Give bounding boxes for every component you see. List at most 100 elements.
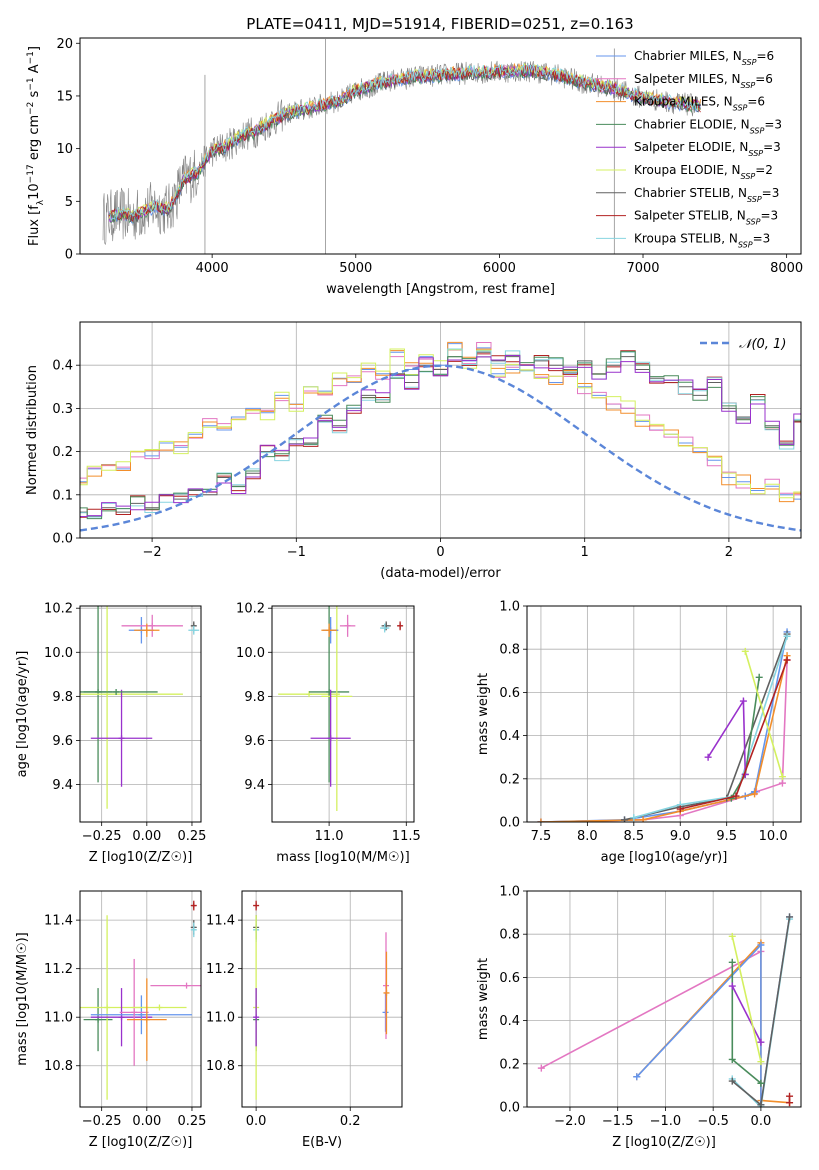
y-tick-label: 11.2 bbox=[206, 962, 235, 977]
y-tick-label: 0.4 bbox=[499, 729, 520, 744]
legend-label-end: =6 bbox=[756, 49, 774, 63]
weight-marker bbox=[537, 818, 545, 822]
legend-label-sub: SSP bbox=[750, 126, 765, 135]
axes-frame bbox=[79, 321, 802, 539]
weight-marker bbox=[728, 1055, 736, 1063]
x-tick-label: 0.2 bbox=[340, 1114, 361, 1129]
y-tick-label: 11.4 bbox=[44, 914, 73, 929]
x-tick-label: 1 bbox=[581, 545, 589, 560]
legend-label: Chabrier MILES, NSSP=6 bbox=[634, 49, 774, 67]
x-tick-label: 4000 bbox=[196, 261, 229, 276]
y-tick-label: 10.8 bbox=[206, 1059, 235, 1074]
legend-label: Kroupa STELIB, NSSP=3 bbox=[634, 231, 770, 249]
weight-marker bbox=[630, 814, 638, 822]
weight-marker bbox=[633, 1073, 641, 1081]
weight-marker bbox=[751, 790, 759, 798]
y-tick-label: 0.8 bbox=[499, 928, 520, 943]
y-axis-label-part: ] bbox=[27, 46, 42, 51]
y-tick-label: 10 bbox=[56, 142, 73, 157]
y-tick-label: 9.4 bbox=[244, 778, 265, 793]
x-tick-label: 0 bbox=[436, 545, 444, 560]
x-axis-label: age [log10(age/yr)] bbox=[601, 850, 728, 865]
legend-label-sub: SSP bbox=[742, 58, 757, 67]
data-point-marker bbox=[381, 625, 388, 632]
histogram-step-line bbox=[80, 351, 801, 520]
legend-label-sub: SSP bbox=[733, 103, 748, 112]
y-axis-label-part: −1 bbox=[26, 77, 36, 90]
x-axis-label: Z [log10(Z/Z☉)] bbox=[89, 1135, 193, 1150]
x-tick-label: 11.0 bbox=[315, 829, 344, 844]
legend-label-main: Chabrier ELODIE, N bbox=[634, 117, 750, 131]
spectrum-panel: 4000 5000 6000 7000 8000 0 5 10 15 20 wavelength [… bbox=[26, 37, 803, 297]
legend-label-end: =3 bbox=[762, 186, 780, 200]
y-tick-label: 0.0 bbox=[499, 816, 520, 831]
axes-frame bbox=[271, 605, 415, 823]
data-point-marker bbox=[143, 627, 150, 634]
y-axis-label: mass [log10(M/M☉)] bbox=[15, 932, 30, 1065]
weight-marker bbox=[728, 958, 736, 966]
age-vs-mass-panel: 11.0 11.5 9.4 9.6 9.8 10.0 10.2 mass [log10(M/M… bbox=[236, 602, 421, 865]
legend-label-sub: SSP bbox=[738, 240, 753, 249]
plot-area bbox=[253, 900, 390, 1100]
y-axis-label-part: λ bbox=[36, 199, 46, 205]
plot-area bbox=[278, 606, 404, 811]
axes-frame bbox=[526, 605, 802, 823]
weight-line bbox=[624, 633, 788, 821]
legend-label-end: =3 bbox=[763, 140, 781, 154]
legend-label: Salpeter MILES, NSSP=6 bbox=[634, 72, 773, 90]
data-point-marker bbox=[190, 902, 197, 909]
weight-marker bbox=[778, 779, 786, 787]
data-point-marker bbox=[333, 693, 340, 700]
weight-marker bbox=[786, 1099, 794, 1107]
y-tick-label: 0.1 bbox=[52, 488, 73, 503]
x-tick-label: 8.5 bbox=[623, 829, 644, 844]
data-point-marker bbox=[113, 688, 120, 695]
x-tick-label: −0.25 bbox=[82, 1114, 122, 1129]
data-point-marker bbox=[131, 1009, 138, 1016]
y-axis-label: mass weight bbox=[476, 958, 491, 1040]
x-tick-label: −1.0 bbox=[650, 1114, 682, 1129]
weight-marker bbox=[728, 982, 736, 990]
plot-area bbox=[537, 628, 791, 822]
data-point-marker bbox=[253, 1014, 260, 1021]
y-tick-label: 0.4 bbox=[52, 359, 73, 374]
legend-label-end: =3 bbox=[753, 231, 771, 245]
x-tick-label: 8.0 bbox=[577, 829, 598, 844]
plot-area bbox=[80, 900, 201, 1100]
y-tick-label: 0.4 bbox=[499, 1014, 520, 1029]
residuals-panel: −2 −1 0 1 2 0.0 0.1 0.2 0.3 0.4 (data-model)/error… bbox=[25, 321, 802, 581]
y-tick-label: 9.8 bbox=[52, 690, 73, 705]
axes-frame bbox=[526, 890, 802, 1108]
mass-vs-extinction-panel: 0.0 0.2 10.8 11.0 11.2 11.4 E(B-V) bbox=[206, 890, 403, 1150]
y-axis-label-part: −17 bbox=[26, 164, 36, 183]
x-tick-label: 2 bbox=[725, 545, 733, 560]
data-point-marker bbox=[344, 622, 351, 629]
y-tick-label: 10.2 bbox=[44, 602, 73, 617]
y-tick-label: 9.8 bbox=[244, 690, 265, 705]
plot-area bbox=[102, 39, 701, 254]
plot-area bbox=[537, 913, 794, 1107]
legend-label-end: =6 bbox=[755, 72, 773, 86]
y-tick-label: 10.0 bbox=[44, 646, 73, 661]
x-tick-label: 0.00 bbox=[132, 829, 161, 844]
y-axis-label: Normed distribution bbox=[25, 365, 40, 495]
x-tick-label: −2.0 bbox=[554, 1114, 586, 1129]
weight-marker bbox=[786, 1092, 794, 1100]
plot-area bbox=[80, 341, 801, 532]
y-axis-label-part: 10 bbox=[27, 183, 42, 200]
weight-marker bbox=[757, 1058, 765, 1066]
x-tick-label: 0.00 bbox=[132, 1114, 161, 1129]
y-tick-label: 10.2 bbox=[236, 602, 265, 617]
model-spectrum-line bbox=[108, 64, 701, 221]
y-axis-label: mass weight bbox=[476, 673, 491, 755]
data-point-marker bbox=[383, 989, 390, 996]
legend-label-sub: SSP bbox=[747, 194, 762, 203]
x-tick-label: 0.25 bbox=[177, 829, 206, 844]
y-axis-label-part: s bbox=[27, 90, 42, 101]
weight-marker bbox=[783, 632, 791, 640]
data-point-marker bbox=[190, 926, 197, 933]
x-axis-label: Z [log10(Z/Z☉)] bbox=[612, 1135, 716, 1150]
mass-vs-metallicity-panel: −0.25 0.00 0.25 10.8 11.0 11.2 11.4 Z [log10(Z/… bbox=[15, 890, 206, 1150]
axes-frame bbox=[79, 890, 202, 1108]
x-axis-label: (data-model)/error bbox=[380, 566, 501, 581]
